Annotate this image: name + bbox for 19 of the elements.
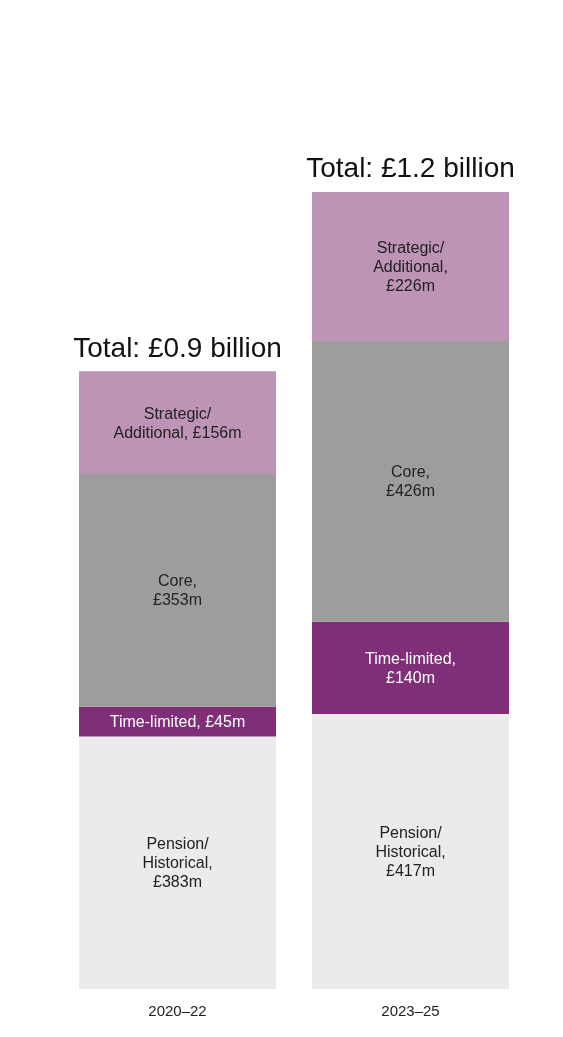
data-label: Strategic/ Additional, £226m: [373, 238, 448, 294]
data-label: Time-limited, £45m: [109, 713, 246, 731]
data-label: Pension/ Historical, £383m: [142, 835, 213, 891]
data-label: Strategic/ Additional, £156m: [113, 404, 242, 441]
data-label: Time-limited, £140m: [365, 649, 456, 686]
bar: [79, 474, 276, 707]
data-label: Core, £426m: [386, 463, 435, 500]
data-label: Core, £353m: [153, 572, 202, 609]
x-tick-label: 2023–25: [381, 1002, 440, 1019]
x-tick-label: 2020–22: [148, 1002, 207, 1019]
data-label: Pension/ Historical, £417m: [375, 824, 446, 880]
bar: [312, 714, 509, 989]
bar: [312, 340, 509, 622]
total-label: Total: £0.9 billion: [73, 331, 282, 363]
bar: [79, 736, 276, 989]
total-label: Total: £1.2 billion: [306, 152, 515, 184]
bar: [312, 191, 509, 341]
bar: [79, 371, 276, 475]
bar: [312, 621, 509, 715]
